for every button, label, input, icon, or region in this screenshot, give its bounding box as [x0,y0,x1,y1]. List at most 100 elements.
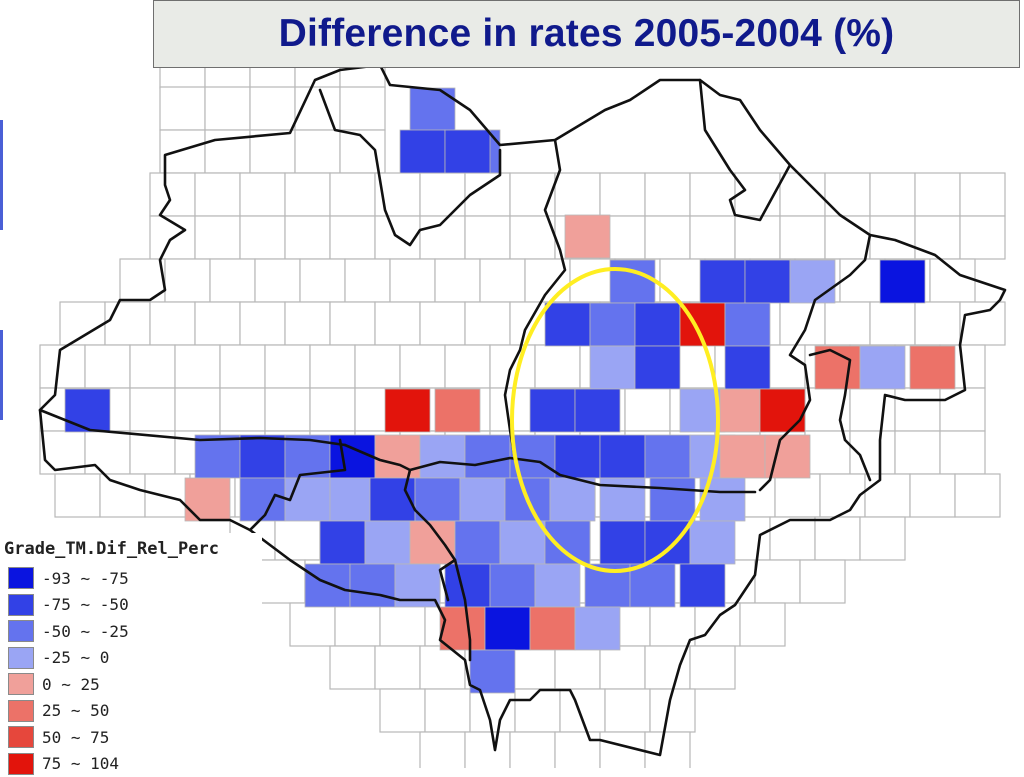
grid-cell [915,302,960,345]
grid-cell-colored [555,435,600,478]
grid-cell-colored [500,521,545,564]
grid-cell [735,216,780,259]
grid-cell [145,474,190,517]
grid-cell [240,173,285,216]
grid-cell [425,689,470,732]
grid-cell-colored [375,435,420,478]
grid-cell [625,388,670,431]
grid-cell [420,302,465,345]
grid-cell-colored [565,215,610,258]
legend-row: 0 ∼ 25 [4,671,262,698]
grid-cell [960,173,1005,216]
grid-cell [870,302,915,345]
grid-cell-colored [725,303,770,346]
grid-cell [690,173,735,216]
grid-cell-colored [600,521,645,564]
grid-cell [755,560,800,603]
legend-label: -50 ∼ -25 [42,622,129,641]
grid-cell-colored [455,521,500,564]
grid-cell-colored [630,564,675,607]
grid-cell [555,646,600,689]
grid-cell [870,173,915,216]
grid-cell [85,431,130,474]
grid-cell [800,560,845,603]
grid-cell [300,259,345,302]
grid-cell-colored [535,564,580,607]
grid-cell-colored [550,478,595,521]
grid-cell-colored [320,521,365,564]
grid-cell [220,345,265,388]
grid-cell [645,732,690,768]
legend-label: 25 ∼ 50 [42,701,109,720]
legend-row: 25 ∼ 50 [4,698,262,725]
legend-swatch [8,620,34,642]
legend-label: -75 ∼ -50 [42,595,129,614]
grid-cell-colored [575,389,620,432]
grid-cell [825,216,870,259]
grid-cell [815,517,860,560]
grid-cell [285,173,330,216]
grid-cell [780,302,825,345]
legend-swatch [8,726,34,748]
grid-cell-colored [485,607,530,650]
grid-cell [60,302,105,345]
grid-cell [465,302,510,345]
legend-label: 50 ∼ 75 [42,728,109,747]
legend-row: 75 ∼ 104 [4,751,262,777]
grid-cell [40,345,85,388]
legend-swatch [8,673,34,695]
grid-cell [510,173,555,216]
grid-cell-colored [745,260,790,303]
grid-cell [400,345,445,388]
grid-cell-colored [195,435,240,478]
grid-cell [600,173,645,216]
grid-cell-colored [590,303,635,346]
grid-cell [150,302,195,345]
grid-cell [535,345,580,388]
grid-cell [195,216,240,259]
page-title: Difference in rates 2005-2004 (%) [279,12,895,56]
grid-cell [210,259,255,302]
grid-cell [240,216,285,259]
grid-cell [420,732,465,768]
legend-title: Grade_TM.Dif_Rel_Perc [4,539,262,565]
legend-row: -93 ∼ -75 [4,565,262,592]
grid-cell [240,302,285,345]
grid-cell [105,302,150,345]
grid-cell [470,689,515,732]
grid-cell [55,474,100,517]
grid-cell [375,646,420,689]
grid-cell [780,216,825,259]
grid-cell [175,388,220,431]
grid-cell-colored [860,346,905,389]
grid-cell [175,345,220,388]
grid-cell-colored [530,607,575,650]
left-edge-strip [0,330,3,420]
legend-swatch [8,753,34,775]
grid-cell [940,388,985,431]
legend-row: 50 ∼ 75 [4,724,262,751]
grid-cell-colored [600,435,645,478]
grid-cell-colored [240,478,285,521]
grid-cell-colored [445,564,490,607]
grid-cell-colored [440,607,485,650]
grid-cell [690,646,735,689]
grid-cell [380,689,425,732]
grid-cell [165,259,210,302]
grid-cell [220,388,265,431]
grid-cell [660,259,705,302]
grid-cell-colored [350,564,395,607]
grid-cell-colored [545,521,590,564]
grid-cell [310,388,355,431]
grid-cell-colored [880,260,925,303]
grid-cell-colored [465,435,510,478]
grid-cell-colored [285,478,330,521]
grid-cell-colored [690,521,735,564]
grid-cell [840,259,885,302]
legend-swatch [8,594,34,616]
grid-cell [930,259,975,302]
grid-cell [695,603,740,646]
grid-cell [255,259,300,302]
legend-swatch [8,567,34,589]
grid-cell [295,130,340,173]
